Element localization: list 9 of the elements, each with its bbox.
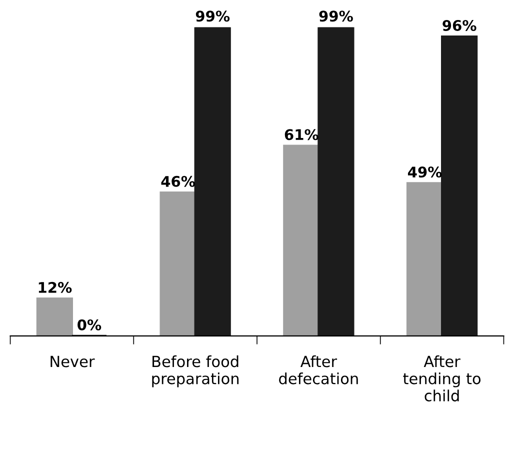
data-label: 99% — [196, 10, 230, 22]
x-tick-label: Before food preparation — [152, 355, 239, 388]
data-label: 0% — [78, 319, 102, 330]
data-label: 96% — [442, 20, 476, 31]
x-tick-label: After tending to child — [403, 355, 480, 402]
x-tick-label: After defecation — [279, 355, 358, 384]
data-label: 99% — [319, 10, 353, 22]
data-label: 12% — [38, 282, 72, 293]
x-tick-label: Never — [50, 356, 95, 368]
